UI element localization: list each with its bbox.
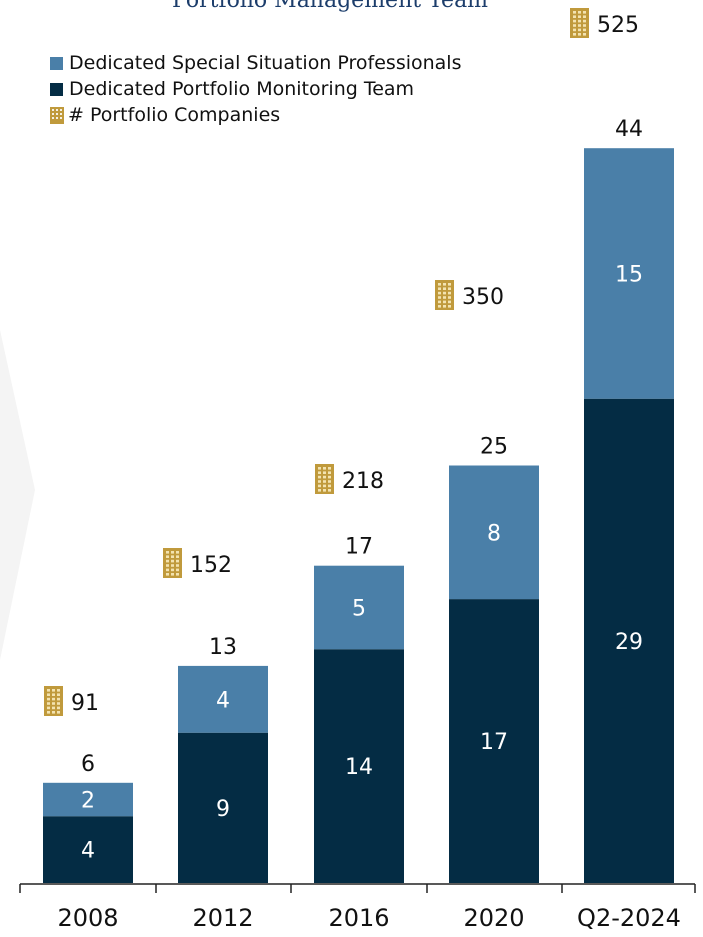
x-tick-label: 2016 [328, 904, 389, 932]
bars-group: 4 2 6 91 9 4 13 152 14 5 17 218 17 8 25 350 29 15 44 525 [43, 8, 674, 883]
total-label: 25 [480, 435, 508, 460]
legend-item-special: Dedicated Special Situation Professional… [50, 50, 461, 76]
value-label-special: 8 [487, 521, 501, 546]
building-icon [163, 548, 182, 578]
bar-monitoring [178, 732, 268, 883]
bar-special [584, 148, 674, 399]
bar-monitoring [314, 649, 404, 883]
bar-monitoring [43, 816, 133, 883]
x-tick-label: Q2-2024 [577, 904, 681, 932]
legend-item-monitoring: Dedicated Portfolio Monitoring Team [50, 76, 461, 102]
legend-item-companies: # Portfolio Companies [50, 102, 461, 128]
legend-swatch-special [50, 56, 63, 70]
chart-title: Portfolio Management Team [171, 0, 489, 13]
building-icon [570, 8, 589, 38]
bar-monitoring [584, 398, 674, 883]
portfolio-count-label: 218 [342, 469, 384, 494]
total-label: 13 [209, 635, 237, 660]
building-icon [435, 280, 454, 310]
total-label: 6 [81, 752, 95, 777]
x-tick-label: 2012 [192, 904, 253, 932]
legend: Dedicated Special Situation Professional… [50, 50, 461, 128]
value-label-special: 4 [216, 688, 230, 713]
portfolio-count-label: 525 [597, 13, 639, 38]
portfolio-count-label: 350 [462, 285, 504, 310]
x-axis: 2008 2012 2016 2020 Q2-2024 [19, 883, 696, 932]
bar-monitoring [449, 599, 539, 883]
legend-swatch-monitoring [50, 82, 63, 96]
bar-special [178, 665, 268, 733]
background-chevron [0, 330, 35, 660]
building-icon [50, 106, 64, 124]
bar-special [449, 465, 539, 600]
value-label-monitoring: 14 [345, 755, 373, 780]
legend-label-monitoring: Dedicated Portfolio Monitoring Team [69, 78, 415, 100]
bar-special [314, 565, 404, 650]
portfolio-count-label: 152 [190, 553, 232, 578]
value-label-monitoring: 29 [615, 630, 643, 655]
building-icon [44, 686, 63, 716]
value-label-special: 15 [615, 262, 643, 287]
total-label: 44 [615, 117, 643, 142]
value-label-monitoring: 9 [216, 797, 230, 822]
value-label-monitoring: 4 [81, 839, 95, 864]
bar-special [43, 782, 133, 817]
value-label-monitoring: 17 [480, 730, 508, 755]
x-tick-label: 2020 [463, 904, 524, 932]
building-icon [315, 464, 334, 494]
legend-label-special: Dedicated Special Situation Professional… [69, 52, 462, 74]
total-label: 17 [345, 535, 373, 560]
legend-label-companies: # Portfolio Companies [68, 104, 281, 126]
value-label-special: 5 [352, 596, 366, 621]
value-label-special: 2 [81, 789, 95, 814]
x-tick-label: 2008 [57, 904, 118, 932]
portfolio-count-label: 91 [71, 691, 99, 716]
